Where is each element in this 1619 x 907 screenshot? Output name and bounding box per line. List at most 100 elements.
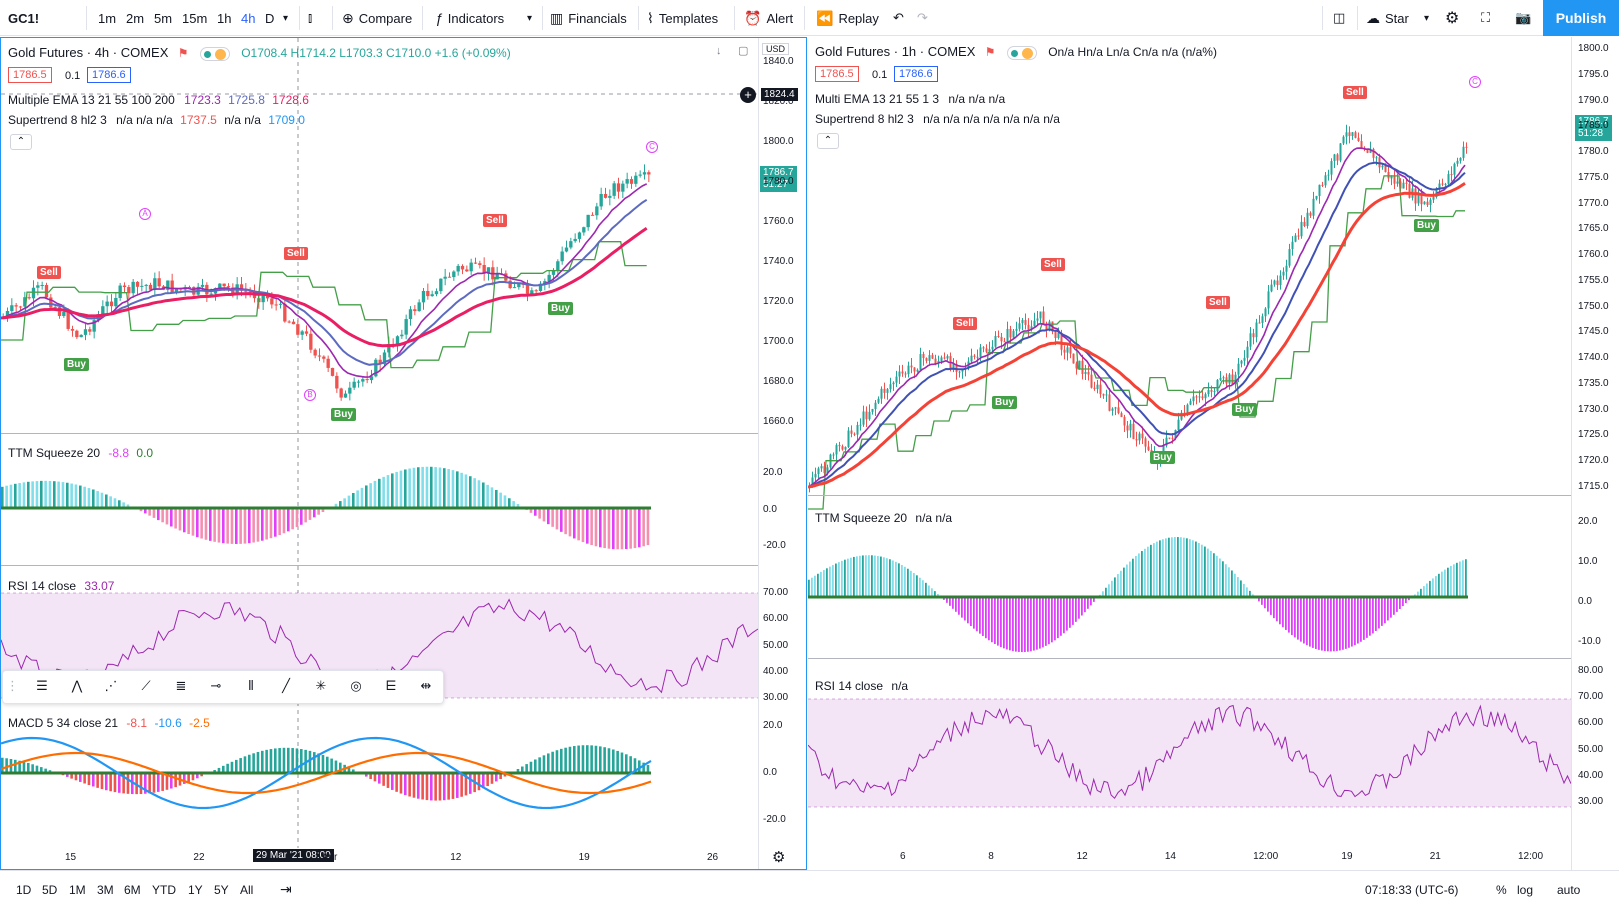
trend-line-icon[interactable]: ⟋ <box>141 678 151 693</box>
sell-signal: Sell <box>1041 258 1065 271</box>
collapse-legend-button[interactable]: ⌃ <box>817 133 839 149</box>
histogram-bar <box>1087 597 1089 609</box>
fullscreen-icon[interactable]: ⛶ <box>1481 10 1491 25</box>
interval-1m[interactable]: 1m <box>98 10 117 26</box>
range-ytd[interactable]: YTD <box>152 882 176 897</box>
camera-icon[interactable]: 📷 <box>1515 10 1532 25</box>
macd-signal-line <box>1 751 652 795</box>
chevron-down-icon[interactable]: ▾ <box>1424 12 1430 24</box>
publish-button[interactable]: Publish <box>1543 0 1619 36</box>
replay-button[interactable]: ⏪ Replay <box>816 0 879 36</box>
histogram-bar <box>832 565 834 597</box>
candle <box>1444 183 1447 185</box>
right-chart-pane[interactable]: Gold Futures · 1h · COMEX ⚑ On/a Hn/a Ln… <box>808 37 1619 870</box>
interval-1h[interactable]: 1h <box>217 10 232 26</box>
histogram-bar <box>808 579 810 597</box>
ray-icon[interactable]: ╱ <box>282 678 290 693</box>
compare-button[interactable]: ⊕ Compare <box>342 0 412 36</box>
spiral-icon[interactable]: ◎ <box>350 678 362 693</box>
range-1m[interactable]: 1M <box>69 882 86 897</box>
histogram-bar <box>913 573 915 597</box>
range-1y[interactable]: 1Y <box>188 882 203 897</box>
chevron-down-icon[interactable]: ▾ <box>527 12 533 24</box>
drag-handle-icon[interactable]: ⋮ <box>6 678 19 693</box>
redo-icon[interactable]: ↷ <box>917 10 928 25</box>
network-icon[interactable]: ✳ <box>315 678 327 693</box>
left-legend-title: Gold Futures · 4h · COMEX ⚑ O1708.4 H171… <box>8 45 511 61</box>
candle <box>1390 175 1393 179</box>
histogram-bar <box>642 508 645 547</box>
right-price-scale[interactable] <box>1571 37 1619 870</box>
left-price-scale[interactable] <box>758 38 806 869</box>
log-toggle[interactable]: log <box>1517 882 1534 897</box>
interval-4h[interactable]: 4h <box>241 10 256 26</box>
histogram-bar <box>378 478 381 508</box>
status-badge <box>199 46 230 61</box>
ask-price[interactable]: 1786.6 <box>894 66 938 82</box>
last-price-value: 1786.7 <box>763 167 794 178</box>
gear-icon[interactable]: ⚙ <box>772 849 786 866</box>
range-all[interactable]: All <box>240 882 254 897</box>
range-1d[interactable]: 1D <box>16 882 32 897</box>
histogram-bar <box>919 577 921 597</box>
price-range-icon[interactable]: ⇹ <box>420 678 432 693</box>
histogram-bar <box>1066 597 1068 631</box>
interval-5m[interactable]: 5m <box>154 10 173 26</box>
histogram-bar <box>988 597 990 641</box>
collapse-legend-button[interactable]: ⌃ <box>10 134 32 150</box>
vertical-lines-icon[interactable]: ⫴ <box>248 678 254 693</box>
currency-label[interactable]: USD <box>762 43 790 55</box>
histogram-bar <box>27 762 30 773</box>
interval-15m[interactable]: 15m <box>182 10 208 26</box>
candle <box>958 371 961 373</box>
percent-toggle[interactable]: % <box>1496 882 1507 897</box>
gear-icon[interactable]: ⚙ <box>1445 10 1460 27</box>
clock-time[interactable]: 07:18:33 (UTC-6) <box>1365 882 1459 897</box>
interval-d[interactable]: D <box>265 10 275 26</box>
bid-price[interactable]: 1786.5 <box>8 67 52 83</box>
undo-icon[interactable]: ↶ <box>893 10 904 25</box>
bid-price[interactable]: 1786.5 <box>815 66 859 82</box>
ask-price[interactable]: 1786.6 <box>87 67 131 83</box>
add-icon[interactable]: + <box>740 87 756 103</box>
ema-slow-line <box>1 227 648 348</box>
horizontal-ray-icon[interactable]: ⊸ <box>210 678 222 693</box>
horizontal-lines-icon[interactable]: ☰ <box>36 678 48 693</box>
time-tick: 12:00 <box>1518 851 1544 862</box>
right-chart-canvas[interactable] <box>808 37 1619 870</box>
chevron-down-icon[interactable]: ▾ <box>283 12 289 24</box>
channel-icon[interactable]: ⋿ <box>385 678 397 693</box>
left-chart-pane[interactable]: Gold Futures · 4h · COMEX ⚑ O1708.4 H171… <box>0 37 807 870</box>
interval-2m[interactable]: 2m <box>126 10 145 26</box>
drawing-toolbar[interactable]: ⋮ ☰ ⋀ ⋰ ⟋ ≣ ⊸ ⫴ ╱ ✳ ◎ ⋿ ⇹ <box>2 670 444 704</box>
candle-type-icon[interactable]: ⫾ <box>308 10 313 25</box>
range-6m[interactable]: 6M <box>124 882 141 897</box>
left-chart-canvas[interactable] <box>1 38 806 869</box>
auto-toggle[interactable]: auto <box>1557 882 1581 897</box>
range-3m[interactable]: 3M <box>97 882 114 897</box>
pattern-abc-icon[interactable]: ⋰ <box>104 678 118 693</box>
templates-button[interactable]: ⌇ Templates <box>647 0 718 36</box>
pattern-xabcd-icon[interactable]: ⋀ <box>71 678 83 693</box>
star-button[interactable]: ☁ Star <box>1366 0 1409 36</box>
indicators-button[interactable]: ƒ Indicators <box>435 0 504 36</box>
candle <box>348 387 352 394</box>
maximize-icon[interactable]: ▢ <box>738 45 749 57</box>
symbol-search[interactable]: GC1! <box>8 0 39 36</box>
candle <box>404 319 408 335</box>
goto-date-icon[interactable]: ⇥ <box>280 881 292 897</box>
financials-button[interactable]: ▥ Financials <box>550 0 627 36</box>
histogram-bar <box>278 508 281 536</box>
histogram-bar <box>18 483 21 508</box>
layout-icon[interactable]: ◫ <box>1333 10 1346 25</box>
histogram-bar <box>1141 551 1143 597</box>
candle <box>148 284 153 290</box>
range-5d[interactable]: 5D <box>42 882 58 897</box>
candle <box>1216 379 1219 392</box>
replay-label: Replay <box>838 10 879 26</box>
arrow-down-icon[interactable]: ↓ <box>716 45 722 57</box>
range-5y[interactable]: 5Y <box>214 882 229 897</box>
histogram-bar <box>581 508 585 543</box>
fib-icon[interactable]: ≣ <box>175 678 187 693</box>
alert-button[interactable]: ⏰ Alert <box>744 0 793 36</box>
